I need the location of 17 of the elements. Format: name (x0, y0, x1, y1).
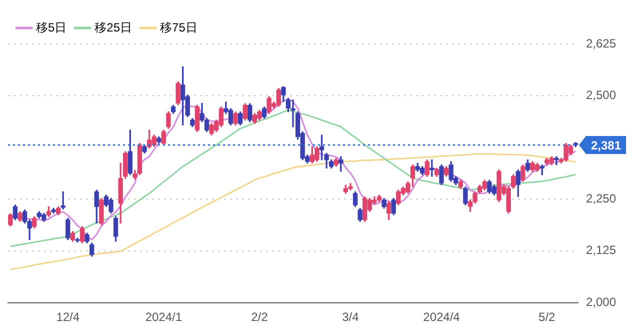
x-tick-label: 2/2 (251, 310, 268, 324)
x-tick-label: 2024/4 (423, 310, 460, 324)
y-tick-label: 2,250 (586, 191, 616, 206)
legend-label: 移75日 (160, 20, 198, 34)
x-tick-label: 2024/1 (145, 310, 182, 324)
candlestick (554, 156, 559, 166)
y-tick-label: 2,000 (586, 294, 616, 309)
ref-line-label: 2,381 (591, 138, 622, 152)
y-tick-label: 2,625 (586, 36, 616, 50)
x-tick-label: 3/4 (342, 310, 360, 324)
x-tick-label: 5/2 (538, 310, 556, 324)
legend-label: 移5日 (36, 20, 67, 34)
legend-label: 移25日 (94, 20, 132, 34)
x-tick-label: 12/4 (56, 310, 80, 324)
y-tick-label: 2,125 (586, 243, 616, 258)
candlestick (540, 164, 544, 176)
y-tick-label: 2,500 (586, 88, 616, 102)
